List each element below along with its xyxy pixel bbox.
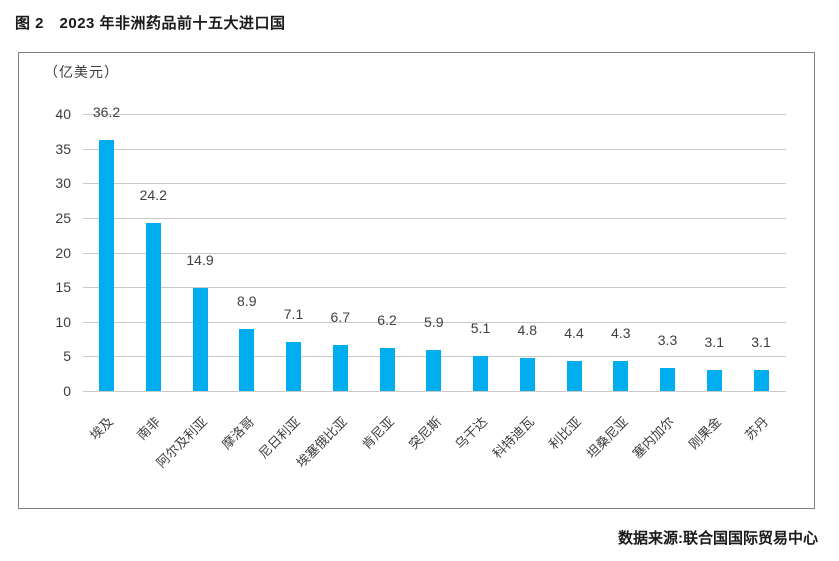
x-axis-category-text: 阿尔及利亚	[153, 413, 211, 471]
bar-埃塞俄比亚	[332, 344, 348, 391]
bar-value-label: 24.2	[139, 187, 167, 204]
bar-科特迪瓦	[519, 357, 535, 391]
x-axis-category-text: 科特迪瓦	[489, 413, 538, 462]
y-axis-tick-label: 40	[55, 106, 71, 122]
y-axis-tick-label: 30	[55, 175, 71, 192]
bar-value-label: 6.7	[330, 308, 350, 325]
bar-value-label: 8.9	[237, 293, 257, 310]
gridline-y40	[83, 114, 786, 115]
x-axis-category-text: 南非	[134, 413, 164, 443]
y-axis-tick-label: 5	[63, 348, 71, 365]
bar-利比亚	[566, 360, 582, 391]
gridline-y0	[83, 391, 786, 392]
bar-value-label: 3.1	[751, 333, 771, 350]
bar-埃及	[99, 140, 114, 391]
bar-刚果金	[706, 369, 722, 391]
plot-area: 0 5 10 15 20 25 30 35 40 36.2 埃及 24.2 南非 14.9 阿尔及利亚 8.9…	[19, 53, 814, 508]
y-axis-tick-label: 25	[55, 209, 71, 226]
y-axis-unit-label: （亿美元）	[44, 64, 119, 80]
bar-value-label: 14.9	[186, 251, 214, 268]
gridline-y20	[83, 252, 786, 254]
x-axis-category-text: 坦桑尼亚	[583, 413, 631, 462]
gridline-y10	[83, 321, 786, 323]
gridline-y25	[83, 217, 786, 219]
x-axis-category-text: 埃及	[87, 413, 117, 443]
bar-突尼斯	[426, 350, 442, 391]
x-axis-category-text: 苏丹	[742, 413, 772, 443]
y-axis-tick-label: 15	[55, 279, 71, 296]
bar-value-label: 6.2	[377, 312, 397, 329]
bar-乌干达	[473, 355, 488, 391]
bar-value-label: 3.3	[657, 332, 678, 349]
bar-塞内加尔	[660, 368, 675, 391]
x-axis-category-text: 乌干达	[452, 413, 491, 453]
bar-坦桑尼亚	[613, 361, 629, 391]
bar-南非	[145, 223, 161, 391]
x-axis-category-text: 肯尼亚	[358, 413, 398, 453]
gridline-y35	[83, 148, 786, 150]
x-axis-category-text: 刚果金	[686, 413, 725, 453]
x-axis-category-text: 摩洛哥	[218, 413, 257, 453]
x-axis-category-text: 利比亚	[545, 413, 585, 453]
data-source: 数据来源:联合国国际贸易中心	[618, 530, 818, 547]
bar-value-label: 4.3	[611, 325, 631, 342]
bar-value-label: 3.1	[704, 333, 724, 350]
bar-value-label: 4.8	[517, 321, 537, 338]
bar-value-label: 7.1	[283, 305, 304, 322]
bar-value-label: 4.4	[564, 324, 584, 341]
bar-value-label: 36.2	[92, 104, 121, 121]
gridline-y15	[83, 287, 786, 289]
bar-value-label: 5.9	[424, 314, 444, 331]
figure-title: 图 2 2023 年非洲药品前十五大进口国	[15, 15, 286, 32]
y-axis-tick-label: 10	[55, 313, 71, 330]
bar-苏丹	[753, 369, 769, 391]
gridline-y30	[83, 183, 786, 185]
x-axis-category-text: 塞内加尔	[630, 413, 678, 462]
x-axis-category-text: 突尼斯	[405, 413, 444, 453]
chart-container: （亿美元） 0 5 10 15 20 25 30 35 40 36.2 埃及 24.2 南非 14.9 阿尔…	[18, 52, 815, 509]
bar-value-label: 5.1	[470, 319, 491, 336]
bar-阿尔及利亚	[192, 287, 208, 391]
bar-肯尼亚	[379, 348, 395, 391]
bar-摩洛哥	[239, 329, 255, 391]
x-axis-category-text: 埃塞俄比亚	[293, 413, 351, 471]
y-axis-tick-label: 20	[55, 244, 71, 261]
y-axis-tick-label: 0	[63, 383, 71, 399]
y-axis-tick-label: 35	[55, 140, 71, 157]
bar-尼日利亚	[286, 341, 301, 391]
